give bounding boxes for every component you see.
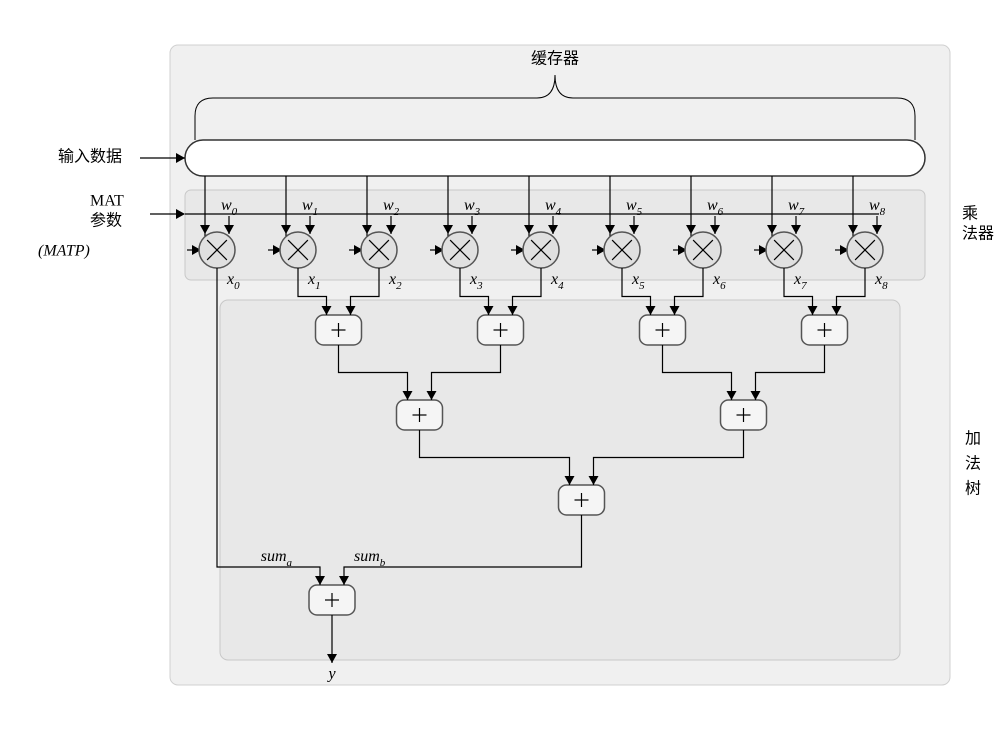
- buffer-rect: [185, 140, 925, 176]
- buffer-title-label: 缓存器: [531, 50, 579, 68]
- input-data-label: 输入数据: [58, 148, 122, 166]
- svg-text:法器: 法器: [962, 225, 994, 243]
- svg-text:加: 加: [965, 430, 981, 448]
- mat-diagram: 缓存器输入数据MAT参数(MATP)乘法器w0w1w2w3w4w5w6w7w8x…: [20, 20, 1000, 717]
- matp-label: (MATP): [38, 243, 90, 260]
- mat-label-2: 参数: [90, 212, 122, 230]
- mat-label-1: MAT: [90, 193, 124, 210]
- svg-text:乘: 乘: [962, 205, 978, 223]
- output-label: y: [326, 666, 336, 683]
- svg-text:法: 法: [965, 455, 981, 473]
- svg-text:树: 树: [965, 480, 981, 498]
